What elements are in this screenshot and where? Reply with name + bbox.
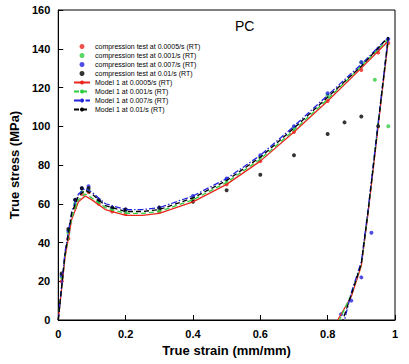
svg-text:20: 20 [38, 275, 50, 287]
svg-text:compression test at 0.0005/s (: compression test at 0.0005/s (RT) [95, 43, 200, 51]
svg-text:160: 160 [32, 4, 50, 16]
svg-text:0.2: 0.2 [118, 328, 133, 340]
svg-text:PC: PC [235, 18, 254, 34]
svg-text:compression test at 0.007/s (R: compression test at 0.007/s (RT) [95, 61, 196, 69]
svg-text:Model 1 at 0.001/s (RT): Model 1 at 0.001/s (RT) [95, 88, 168, 96]
svg-text:True stress (MPa): True stress (MPa) [7, 111, 22, 219]
svg-text:0: 0 [44, 314, 50, 326]
svg-text:60: 60 [38, 198, 50, 210]
svg-text:0: 0 [55, 328, 61, 340]
svg-text:True strain (mm/mm): True strain (mm/mm) [162, 343, 291, 358]
svg-text:0.6: 0.6 [253, 328, 268, 340]
svg-text:40: 40 [38, 237, 50, 249]
svg-text:compression test at 0.01/s (RT: compression test at 0.01/s (RT) [95, 70, 193, 78]
svg-text:Model 1 at 0.01/s (RT): Model 1 at 0.01/s (RT) [95, 106, 165, 114]
svg-text:120: 120 [32, 82, 50, 94]
svg-text:1: 1 [392, 328, 398, 340]
svg-text:0.4: 0.4 [185, 328, 201, 340]
svg-text:140: 140 [32, 43, 50, 55]
svg-text:Model 1 at 0.007/s (RT): Model 1 at 0.007/s (RT) [95, 97, 168, 105]
svg-text:compression test at 0.001/s (R: compression test at 0.001/s (RT) [95, 52, 196, 60]
svg-text:100: 100 [32, 120, 50, 132]
svg-text:0.8: 0.8 [320, 328, 335, 340]
svg-text:Model 1 at 0.0005/s (RT): Model 1 at 0.0005/s (RT) [95, 79, 172, 87]
svg-text:80: 80 [38, 159, 50, 171]
